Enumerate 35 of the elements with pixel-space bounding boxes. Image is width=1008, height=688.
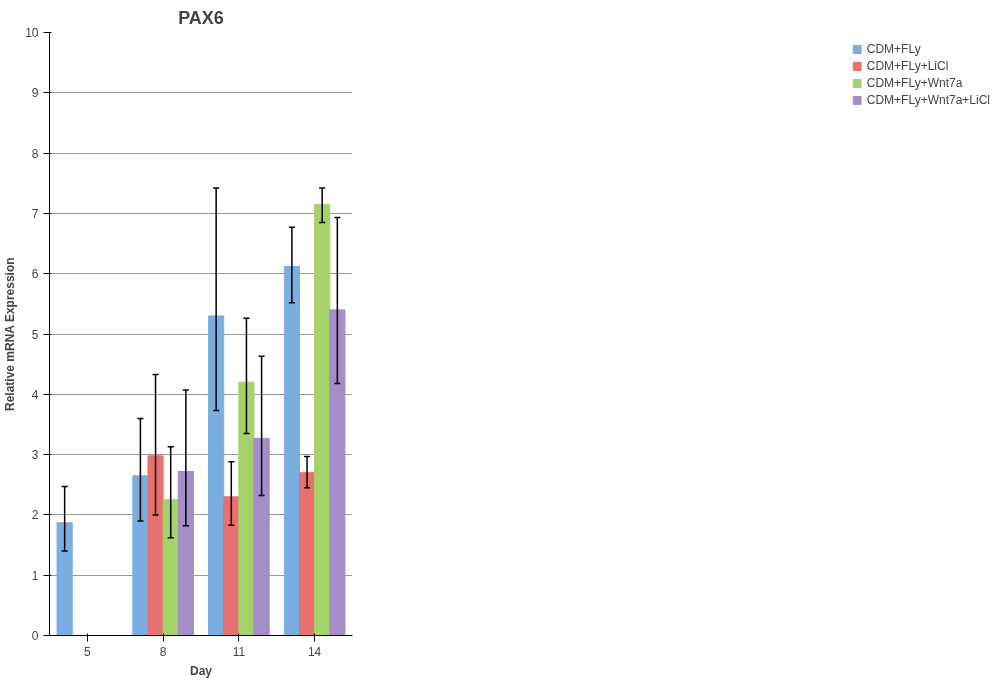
bar — [56, 522, 73, 636]
bar — [283, 265, 300, 636]
bar — [238, 381, 255, 636]
legend-label: CDM+FLy — [866, 42, 921, 56]
bar — [223, 496, 240, 636]
x-tick-label: 11 — [232, 644, 246, 659]
x-tick-label: 14 — [307, 644, 322, 659]
bar — [314, 203, 331, 636]
y-tick-label: 1 — [31, 568, 39, 583]
y-tick-label: 4 — [31, 387, 39, 402]
bar — [162, 499, 179, 636]
y-tick-label: 3 — [31, 448, 39, 463]
y-tick-label: 0 — [31, 629, 39, 643]
legend-label: CDM+FLy+Wnt7a — [866, 76, 963, 90]
x-tick-label: 8 — [159, 644, 167, 659]
y-tick-label: 8 — [31, 146, 39, 161]
bar — [177, 470, 194, 636]
y-tick-label: 2 — [31, 508, 39, 523]
y-tick-label: 9 — [31, 86, 39, 101]
y-tick-label: 7 — [31, 206, 39, 221]
bar — [329, 309, 346, 636]
bar — [253, 437, 270, 636]
legend-label: CDM+FLy+LiCl — [866, 59, 949, 73]
bar — [298, 472, 316, 636]
y-tick-label: 5 — [31, 327, 39, 342]
legend-label: CDM+FLy+Wnt7a+LiCl — [866, 93, 990, 107]
bar — [208, 315, 225, 636]
y-tick-label: 10 — [25, 26, 39, 40]
bar — [132, 475, 149, 636]
bar — [147, 455, 164, 636]
x-tick-label: 5 — [84, 644, 92, 659]
y-tick-label: 6 — [31, 267, 39, 282]
y-axis-title: Relative mRNA Expression — [3, 257, 18, 412]
x-axis-title: Day — [189, 663, 213, 678]
chart-title: PAX6 — [178, 7, 224, 28]
